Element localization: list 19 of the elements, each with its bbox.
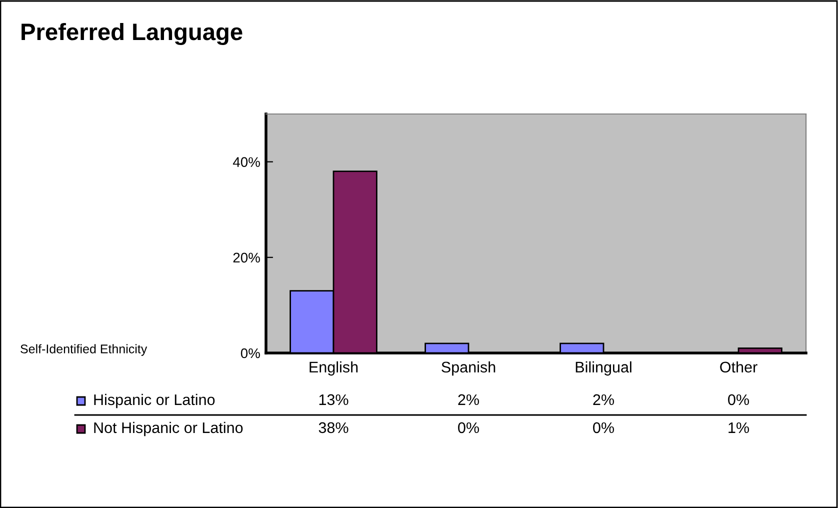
data-label: 0% bbox=[728, 394, 749, 406]
y-tick-label: 40% bbox=[232, 157, 260, 167]
legend-title: Self-Identified Ethnicity bbox=[20, 344, 148, 356]
data-label: 0% bbox=[593, 422, 614, 434]
data-label: 13% bbox=[319, 394, 348, 406]
data-label: 2% bbox=[458, 394, 479, 406]
data-label: 1% bbox=[728, 422, 749, 434]
data-label: 38% bbox=[318, 422, 348, 434]
y-tick-label: 20% bbox=[233, 252, 260, 263]
x-tick-label: Other bbox=[720, 361, 758, 373]
x-tick-label: Bilingual bbox=[576, 361, 632, 376]
legend-label: Not Hispanic or Latino bbox=[94, 422, 243, 436]
x-tick-label: English bbox=[310, 361, 358, 376]
y-tick-label: 0% bbox=[240, 348, 260, 358]
x-tick-label: Spanish bbox=[442, 361, 496, 376]
chart-title: Preferred Language bbox=[22, 22, 242, 46]
data-label: 2% bbox=[593, 394, 614, 406]
data-label: 0% bbox=[458, 422, 479, 434]
legend-label: Hispanic or Latino bbox=[94, 394, 215, 408]
